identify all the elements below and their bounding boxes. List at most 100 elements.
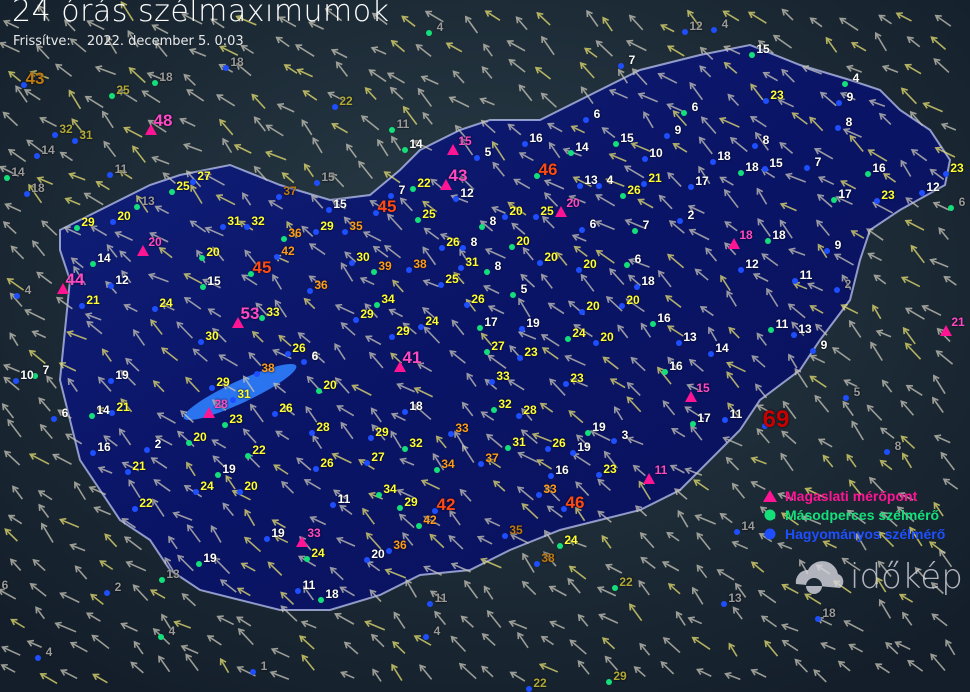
- station-dot: [502, 214, 508, 220]
- wind-arrow: [942, 478, 959, 490]
- wind-arrow: [423, 227, 440, 240]
- wind-arrow: [750, 561, 765, 573]
- wind-arrow: [929, 258, 949, 268]
- wind-arrow: [726, 371, 740, 389]
- station-dot: [109, 93, 115, 99]
- wind-arrow: [299, 635, 315, 650]
- station-dot: [579, 227, 585, 233]
- station-dot: [948, 205, 954, 211]
- wind-arrow: [12, 485, 24, 500]
- wind-arrow: [450, 635, 467, 653]
- wind-arrow: [722, 10, 740, 22]
- station-dot: [619, 303, 625, 309]
- wind-arrow: [4, 202, 22, 212]
- wind-arrow: [604, 655, 619, 671]
- wind-arrow: [255, 302, 269, 317]
- wind-arrow: [718, 117, 740, 128]
- wind-arrow: [207, 308, 222, 318]
- wind-arrow: [601, 534, 612, 549]
- station-dot: [502, 533, 508, 539]
- station-value: 20: [586, 299, 600, 313]
- station-dot: [248, 271, 254, 277]
- wind-arrow: [481, 65, 493, 79]
- wind-arrow: [807, 282, 824, 292]
- wind-arrow: [577, 659, 590, 675]
- wind-arrow: [822, 454, 834, 468]
- station-value: 25: [176, 179, 190, 193]
- wind-arrow: [35, 44, 50, 60]
- station-value: 4: [721, 17, 729, 31]
- station-dot: [509, 244, 515, 250]
- wind-arrow: [168, 535, 178, 550]
- wind-arrow: [732, 606, 743, 620]
- wind-arrow: [571, 233, 587, 242]
- wind-arrow: [39, 672, 58, 685]
- station-dot: [438, 282, 444, 288]
- wind-arrow: [340, 670, 355, 679]
- station-value: 19: [115, 368, 129, 382]
- station-dot: [158, 634, 164, 640]
- station-value: 7: [628, 53, 636, 67]
- wind-arrow: [522, 246, 534, 261]
- station-value: 53: [240, 304, 260, 323]
- wind-arrow: [294, 44, 315, 58]
- wind-arrow: [151, 155, 170, 165]
- wind-arrow: [1, 645, 21, 656]
- wind-arrow: [868, 98, 886, 108]
- wind-arrow: [180, 644, 199, 655]
- station-dot: [815, 616, 821, 622]
- wind-arrow: [631, 68, 648, 86]
- wind-arrow: [754, 131, 769, 151]
- wind-arrow: [362, 231, 382, 242]
- station-value: 19: [222, 462, 236, 476]
- wind-arrow: [267, 561, 283, 576]
- station-value: 7: [814, 155, 822, 169]
- wind-arrow: [877, 560, 892, 578]
- wind-arrow: [670, 428, 686, 438]
- station-dot: [585, 430, 591, 436]
- wind-arrow: [517, 631, 529, 649]
- station-value: 18: [31, 181, 45, 195]
- station-dot: [676, 340, 682, 346]
- wind-arrow: [694, 268, 709, 281]
- wind-arrow: [185, 170, 202, 188]
- wind-arrow: [383, 171, 401, 184]
- wind-arrow: [914, 566, 927, 581]
- peak-station-marker: [394, 361, 406, 372]
- wind-arrow: [128, 479, 141, 499]
- wind-arrow: [686, 383, 702, 392]
- station-dot: [762, 166, 768, 172]
- wind-arrow: [507, 123, 522, 136]
- station-value: 30: [205, 329, 219, 343]
- peak-station-marker: [555, 206, 567, 217]
- wind-arrow: [491, 140, 506, 161]
- wind-arrow: [242, 428, 257, 444]
- station-dot: [313, 229, 319, 235]
- wind-arrow: [905, 384, 923, 396]
- wind-arrow: [777, 98, 795, 108]
- wind-arrow: [751, 355, 766, 368]
- wind-arrow: [147, 272, 169, 283]
- wind-arrow: [932, 201, 950, 211]
- wind-arrow: [133, 640, 144, 655]
- wind-arrow: [396, 382, 415, 393]
- station-dot: [426, 30, 432, 36]
- wind-arrow: [547, 302, 565, 315]
- station-dot: [734, 529, 740, 535]
- wind-arrow: [459, 488, 472, 502]
- station-dot: [810, 348, 816, 354]
- station-dot: [169, 189, 175, 195]
- station-dot: [537, 260, 543, 266]
- station-dot: [318, 597, 324, 603]
- wind-arrow: [604, 563, 623, 574]
- station-dot: [634, 284, 640, 290]
- wind-arrow: [688, 228, 710, 241]
- wind-arrow: [93, 506, 112, 516]
- wind-arrow: [608, 152, 627, 162]
- wind-arrow: [179, 117, 196, 127]
- station-value: 10: [649, 146, 663, 160]
- station-value: 21: [132, 459, 146, 473]
- station-value: 21: [86, 293, 100, 307]
- wind-arrow: [900, 276, 921, 288]
- wind-arrow: [762, 71, 779, 82]
